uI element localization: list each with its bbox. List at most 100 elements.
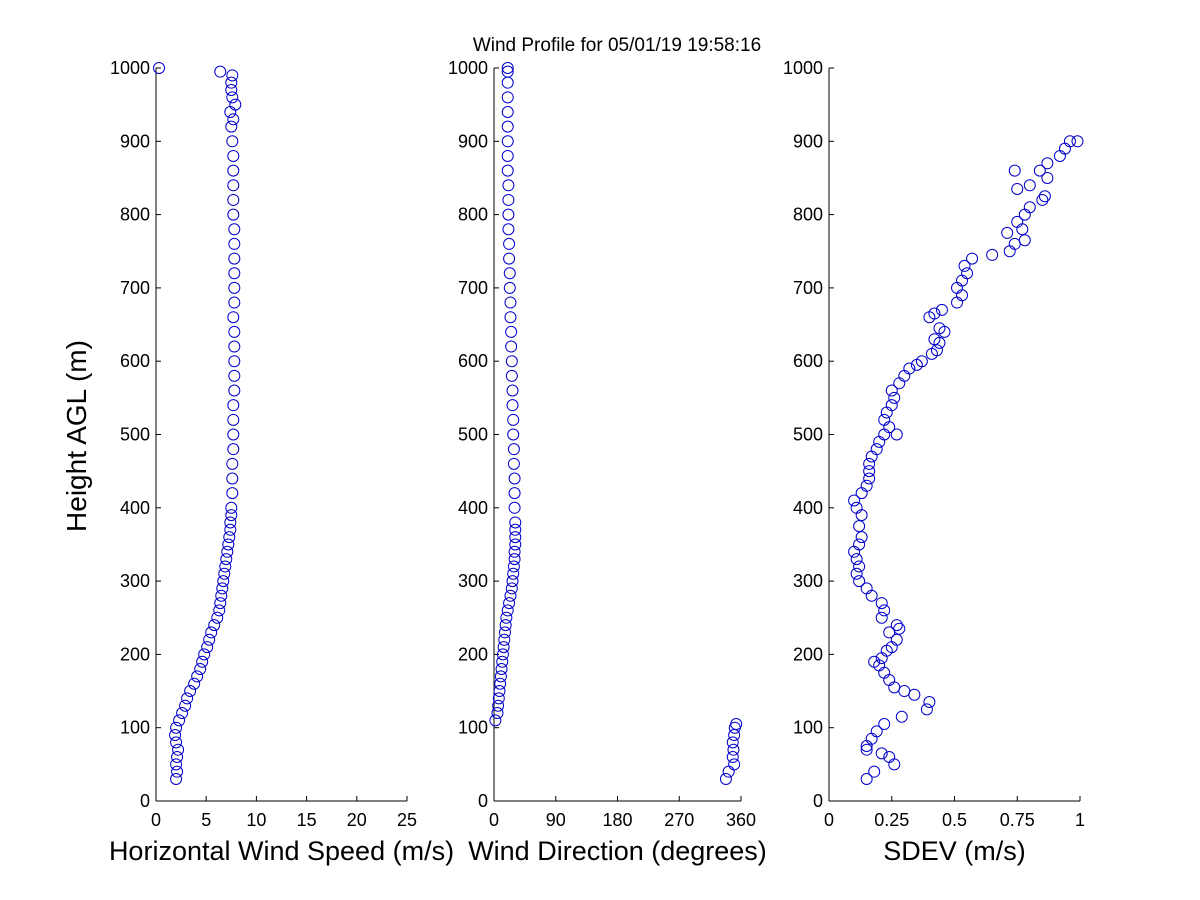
data-point (491, 707, 504, 720)
data-point (227, 208, 240, 221)
data-point (220, 553, 233, 566)
data-point (888, 391, 901, 404)
data-point (506, 399, 519, 412)
data-point (956, 274, 969, 287)
y-tick-label: 600 (458, 351, 488, 371)
data-point (198, 648, 211, 661)
data-point (863, 472, 876, 485)
chart-title: Wind Profile for 05/01/19 19:58:16 (473, 35, 761, 56)
data-point (170, 773, 183, 786)
data-point (855, 531, 868, 544)
data-point (1011, 182, 1024, 195)
data-point (223, 531, 236, 544)
data-point (226, 69, 239, 82)
data-point (170, 736, 183, 749)
data-point (848, 494, 861, 507)
data-point (898, 369, 911, 382)
data-point (225, 120, 238, 133)
data-point (890, 428, 903, 441)
data-point (501, 604, 514, 617)
data-point (855, 487, 868, 500)
data-point (498, 626, 511, 639)
y-tick-label: 200 (458, 644, 488, 664)
data-point (227, 443, 240, 456)
data-point (214, 597, 227, 610)
data-point (1058, 142, 1071, 155)
y-tick-label: 200 (793, 644, 823, 664)
panel-2: 0 100 200 300 400 500 600 700 800 900 1000 0 90 180 27… (448, 58, 767, 866)
data-point (865, 450, 878, 463)
data-point (492, 699, 505, 712)
data-point (883, 674, 896, 687)
data-point (171, 751, 184, 764)
data-point (863, 457, 876, 470)
data-point (228, 267, 241, 280)
data-point (225, 509, 238, 522)
data-point (875, 611, 888, 624)
data-point (868, 765, 881, 778)
data-point (1036, 193, 1049, 206)
data-point (930, 344, 943, 357)
y-tick-label: 200 (120, 644, 150, 664)
panel-3: 0 100 200 300 400 500 600 700 800 900 1000 0 0.25 0.5… (783, 58, 1085, 866)
data-point (893, 377, 906, 390)
data-point (933, 322, 946, 335)
data-point (224, 516, 237, 529)
x-axis-label: SDEV (m/s) (883, 836, 1026, 866)
data-point (853, 575, 866, 588)
y-axis-label: Height AGL (m) (61, 340, 92, 532)
data-point (508, 545, 521, 558)
panel-1: 0 100 200 300 400 500 600 700 800 900 1000 0 5 10 15 20… (109, 58, 454, 866)
data-point (920, 703, 933, 716)
data-point (875, 747, 888, 760)
data-point (171, 765, 184, 778)
data-point (848, 545, 861, 558)
data-point (228, 369, 241, 382)
data-point (903, 362, 916, 375)
x-axis-label: Horizontal Wind Speed (m/s) (109, 836, 454, 866)
data-point (915, 355, 928, 368)
data-point (225, 83, 238, 96)
data-point (505, 325, 518, 338)
data-point (923, 696, 936, 709)
data-point (503, 267, 516, 280)
data-point (883, 421, 896, 434)
data-point (1038, 190, 1051, 203)
x-tick-label: 0 (489, 810, 499, 830)
data-point (229, 98, 242, 111)
data-point (865, 589, 878, 602)
data-point (226, 487, 239, 500)
data-point (214, 65, 227, 78)
data-point (1033, 164, 1046, 177)
x-tick-label: 180 (602, 810, 632, 830)
data-point (1053, 149, 1066, 162)
data-point (501, 76, 514, 89)
data-point (878, 718, 891, 731)
data-point (225, 501, 238, 514)
y-tick-label: 1000 (783, 58, 823, 78)
data-point (1011, 215, 1024, 228)
data-point (211, 611, 224, 624)
data-point (853, 520, 866, 533)
data-point (509, 516, 522, 529)
y-tick-label: 700 (793, 278, 823, 298)
data-point (860, 479, 873, 492)
data-point (170, 758, 183, 771)
data-point (873, 435, 886, 448)
data-point (504, 296, 517, 309)
data-point (227, 413, 240, 426)
data-point (726, 736, 739, 749)
x-tick-label: 0 (824, 810, 834, 830)
data-point (216, 582, 229, 595)
data-point (986, 248, 999, 261)
data-point (1023, 201, 1036, 214)
data-point (878, 604, 891, 617)
data-point (1001, 226, 1014, 239)
data-point (502, 208, 515, 221)
y-tick-label: 400 (120, 498, 150, 518)
data-point (1041, 157, 1054, 170)
data-point (951, 281, 964, 294)
data-point (203, 633, 216, 646)
data-point (501, 105, 514, 118)
data-point (1008, 164, 1021, 177)
